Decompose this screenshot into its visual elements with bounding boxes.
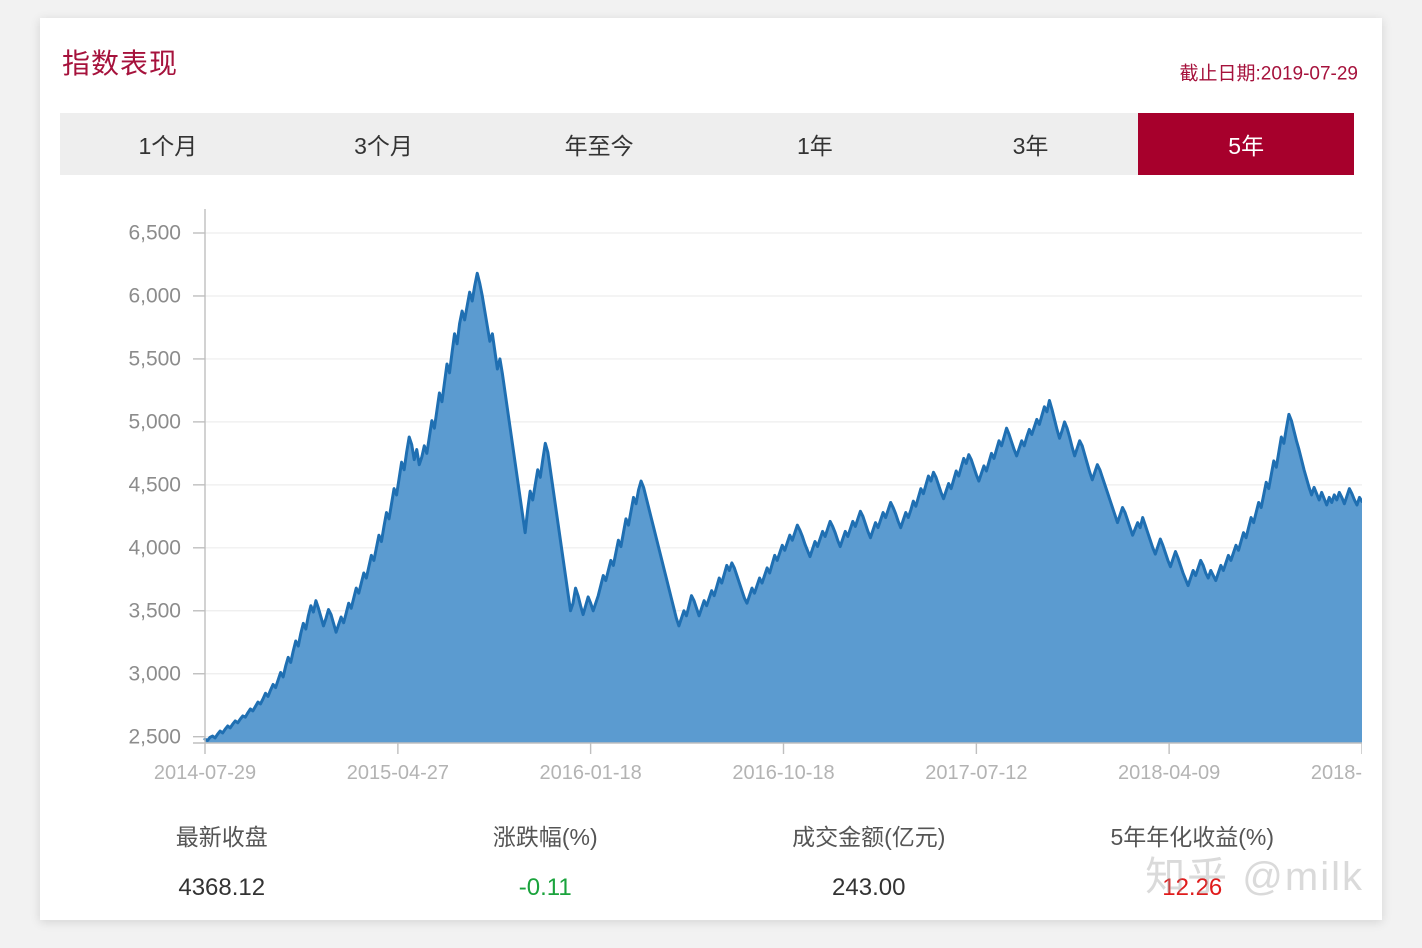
- tab-1-year[interactable]: 1年: [796, 133, 833, 159]
- summary-stats-row: 最新收盘 4368.12 涨跌幅(%) -0.11 成交金额(亿元) 243.0…: [60, 818, 1354, 918]
- page-title: 指数表现: [62, 48, 179, 79]
- svg-text:2018-12-28: 2018-12-28: [1311, 762, 1362, 784]
- svg-text:2018-04-09: 2018-04-09: [1118, 762, 1220, 784]
- svg-text:5,500: 5,500: [128, 347, 181, 370]
- svg-text:4,500: 4,500: [128, 473, 181, 496]
- svg-text:2016-10-18: 2016-10-18: [732, 762, 834, 784]
- stat-label: 成交金额(亿元): [792, 824, 946, 850]
- stat-annualized-return: 5年年化收益(%) 12.26: [1031, 818, 1355, 918]
- index-performance-card: 指数表现 截止日期:2019-07-29 1个月 3个月 年至今 1年 3年 5…: [40, 18, 1382, 920]
- stat-value: -0.11: [518, 874, 572, 901]
- stat-label: 涨跌幅(%): [492, 824, 598, 850]
- svg-text:2014-07-29: 2014-07-29: [154, 762, 256, 784]
- svg-text:5,000: 5,000: [128, 410, 181, 433]
- tab-ytd[interactable]: 年至今: [564, 133, 634, 159]
- series-area-fill: [205, 273, 1362, 743]
- axis-lines: [193, 209, 1362, 744]
- svg-text:3,500: 3,500: [128, 599, 181, 622]
- period-tab-bar: 1个月 3个月 年至今 1年 3年 5年: [60, 113, 1355, 175]
- stat-label: 5年年化收益(%): [1110, 824, 1275, 850]
- y-axis-tick-labels: 2,500 3,000 3,500 4,000 4,500 5,000 5,500 6,000…: [128, 222, 181, 749]
- tab-3-month[interactable]: 3个月: [354, 133, 413, 159]
- tab-1-month[interactable]: 1个月: [138, 133, 198, 159]
- tab-5-year[interactable]: 5年: [1138, 113, 1355, 175]
- index-area-chart[interactable]: 2,500 3,000 3,500 4,000 4,500 5,000 5,500 6,000…: [60, 193, 1362, 808]
- svg-text:2,500: 2,500: [128, 725, 181, 748]
- as-of-date: 截止日期:2019-07-29: [1179, 63, 1358, 85]
- svg-text:3,000: 3,000: [128, 662, 181, 685]
- chart-canvas: 2,500 3,000 3,500 4,000 4,500 5,000 5,500 6,000…: [128, 209, 1362, 784]
- svg-text:2016-01-18: 2016-01-18: [539, 762, 641, 784]
- card-header: 指数表现 截止日期:2019-07-29: [40, 18, 1382, 108]
- stat-label: 最新收盘: [175, 824, 268, 850]
- stat-value: 243.00: [832, 874, 906, 901]
- svg-text:6,000: 6,000: [128, 285, 181, 308]
- svg-text:2015-04-27: 2015-04-27: [347, 762, 449, 784]
- svg-text:4,000: 4,000: [128, 536, 181, 559]
- svg-text:2017-07-12: 2017-07-12: [925, 762, 1027, 784]
- x-axis-tick-labels: 2014-07-29 2015-04-27 2016-01-18 2016-10-18…: [154, 762, 1362, 784]
- stat-turnover: 成交金额(亿元) 243.00: [707, 818, 1031, 918]
- stat-latest-close: 最新收盘 4368.12: [60, 818, 384, 918]
- series-line: [203, 271, 1362, 742]
- stat-value: 12.26: [1162, 874, 1223, 901]
- tab-3-year[interactable]: 3年: [1012, 133, 1049, 159]
- svg-text:6,500: 6,500: [128, 222, 181, 245]
- x-axis-ticks: [204, 743, 1362, 754]
- stat-value: 4368.12: [178, 874, 266, 901]
- stat-change-percent: 涨跌幅(%) -0.11: [384, 818, 708, 918]
